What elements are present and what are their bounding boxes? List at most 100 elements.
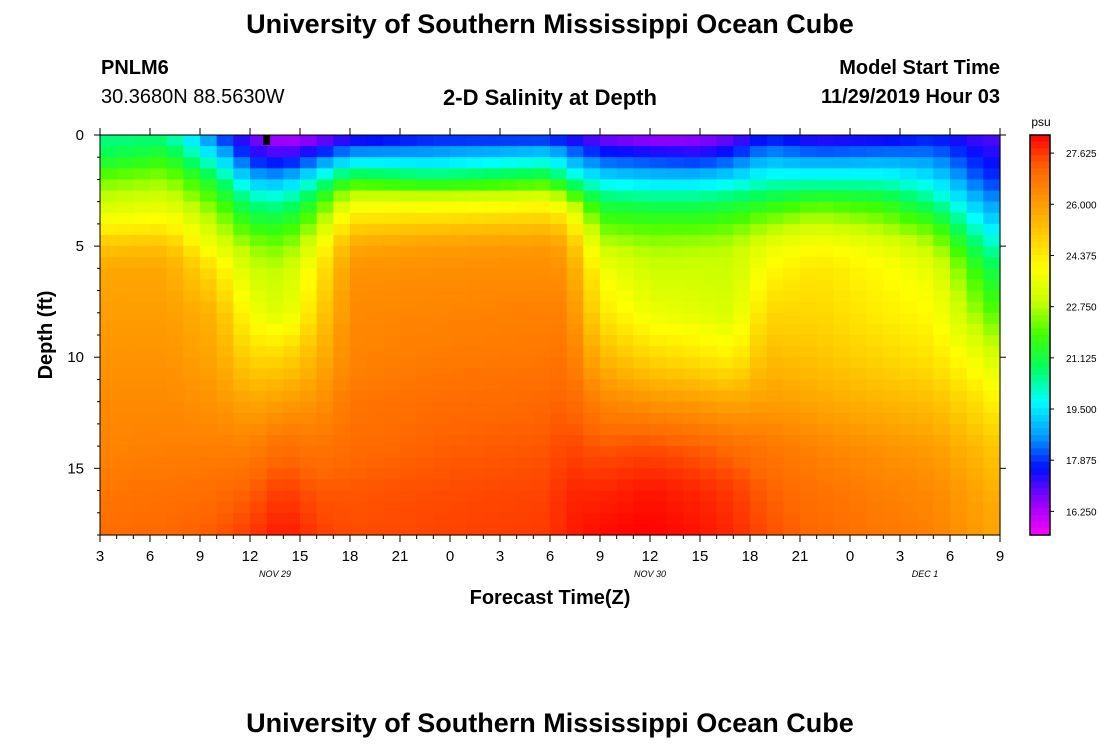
heatmap-cell	[183, 468, 201, 481]
heatmap-cell	[966, 179, 984, 192]
x-tick-label: 15	[292, 548, 309, 565]
heatmap-cell	[966, 157, 984, 169]
heatmap-cell	[766, 446, 784, 458]
heatmap-cell	[166, 190, 184, 203]
heatmap-cell	[216, 457, 234, 469]
heatmap-cell	[833, 279, 851, 292]
heatmap-cell	[283, 323, 301, 336]
heatmap-cell	[216, 501, 234, 514]
heatmap-cell	[516, 357, 534, 369]
heatmap-cell	[550, 390, 568, 403]
heatmap-cell	[566, 168, 584, 181]
heatmap-cell	[916, 512, 934, 525]
heatmap-cell	[133, 501, 151, 514]
heatmap-cell	[650, 501, 668, 514]
heatmap-cell	[716, 157, 734, 169]
colorbar-band	[1030, 168, 1050, 176]
heatmap-cell	[100, 212, 118, 225]
heatmap-cell	[866, 246, 884, 258]
heatmap-cell	[783, 435, 801, 447]
heatmap-cell	[866, 523, 884, 536]
colorbar-band	[1030, 328, 1050, 336]
heatmap-cell	[816, 312, 834, 325]
heatmap-cell	[816, 512, 834, 525]
heatmap-cell	[850, 301, 868, 314]
heatmap-cell	[433, 201, 451, 214]
heatmap-cell	[733, 323, 751, 336]
heatmap-cell	[266, 146, 284, 158]
x-tick-label: 12	[642, 548, 659, 565]
heatmap-cell	[633, 246, 651, 258]
x-tick-label: 0	[446, 548, 454, 565]
colorbar-band	[1030, 261, 1050, 269]
heatmap-cell	[616, 501, 634, 514]
heatmap-cell	[216, 412, 234, 425]
heatmap-cell	[300, 379, 318, 392]
heatmap-cell	[950, 368, 968, 381]
heatmap-cell	[533, 323, 551, 336]
heatmap-cell	[816, 201, 834, 214]
heatmap-cell	[416, 479, 434, 492]
heatmap-cell	[200, 246, 218, 258]
heatmap-cell	[566, 412, 584, 425]
heatmap-cell	[916, 146, 934, 158]
heatmap-cell	[366, 412, 384, 425]
heatmap-cell	[816, 457, 834, 469]
heatmap-cell	[166, 168, 184, 181]
heatmap-cell	[900, 268, 918, 281]
heatmap-cell	[466, 523, 484, 536]
heatmap-cell	[783, 235, 801, 247]
heatmap-cell	[983, 412, 1001, 425]
heatmap-cell	[633, 168, 651, 181]
heatmap-cell	[700, 323, 718, 336]
heatmap-cell	[750, 301, 768, 314]
heatmap-cell	[983, 368, 1001, 381]
heatmap-cell	[166, 157, 184, 169]
heatmap-cell	[166, 179, 184, 192]
heatmap-cell	[483, 490, 501, 503]
heatmap-cell	[283, 368, 301, 381]
heatmap-cell	[283, 346, 301, 358]
heatmap-cell	[233, 212, 251, 225]
heatmap-cell	[800, 301, 818, 314]
heatmap-cell	[433, 368, 451, 381]
heatmap-cell	[983, 135, 1001, 147]
heatmap-cell	[966, 512, 984, 525]
heatmap-cell	[833, 246, 851, 258]
heatmap-cell	[900, 446, 918, 458]
heatmap-cell	[366, 301, 384, 314]
heatmap-cell	[483, 168, 501, 181]
heatmap-cell	[216, 146, 234, 158]
heatmap-cell	[883, 157, 901, 169]
heatmap-cell	[233, 523, 251, 536]
heatmap-cell	[566, 146, 584, 158]
heatmap-cell	[283, 446, 301, 458]
heatmap-cell	[400, 246, 418, 258]
heatmap-cell	[600, 368, 618, 381]
heatmap-cell	[700, 268, 718, 281]
heatmap-cell	[433, 390, 451, 403]
heatmap-cell	[750, 446, 768, 458]
heatmap-cell	[816, 479, 834, 492]
heatmap-cell	[816, 346, 834, 358]
heatmap-cell	[183, 301, 201, 314]
heatmap-cell	[266, 335, 284, 347]
heatmap-cell	[883, 135, 901, 147]
colorbar-band	[1030, 495, 1050, 503]
heatmap-cell	[716, 490, 734, 503]
heatmap-cell	[383, 279, 401, 292]
heatmap-cell	[783, 279, 801, 292]
heatmap-cell	[200, 512, 218, 525]
heatmap-cell	[183, 157, 201, 169]
heatmap-cell	[983, 457, 1001, 469]
heatmap-cell	[966, 301, 984, 314]
heatmap-cell	[333, 246, 351, 258]
heatmap-cell	[150, 201, 168, 214]
heatmap-cell	[933, 268, 951, 281]
heatmap-cell	[200, 212, 218, 225]
heatmap-cell	[783, 468, 801, 481]
heatmap-cell	[550, 479, 568, 492]
heatmap-cell	[716, 423, 734, 436]
heatmap-cell	[583, 212, 601, 225]
heatmap-cell	[450, 179, 468, 192]
